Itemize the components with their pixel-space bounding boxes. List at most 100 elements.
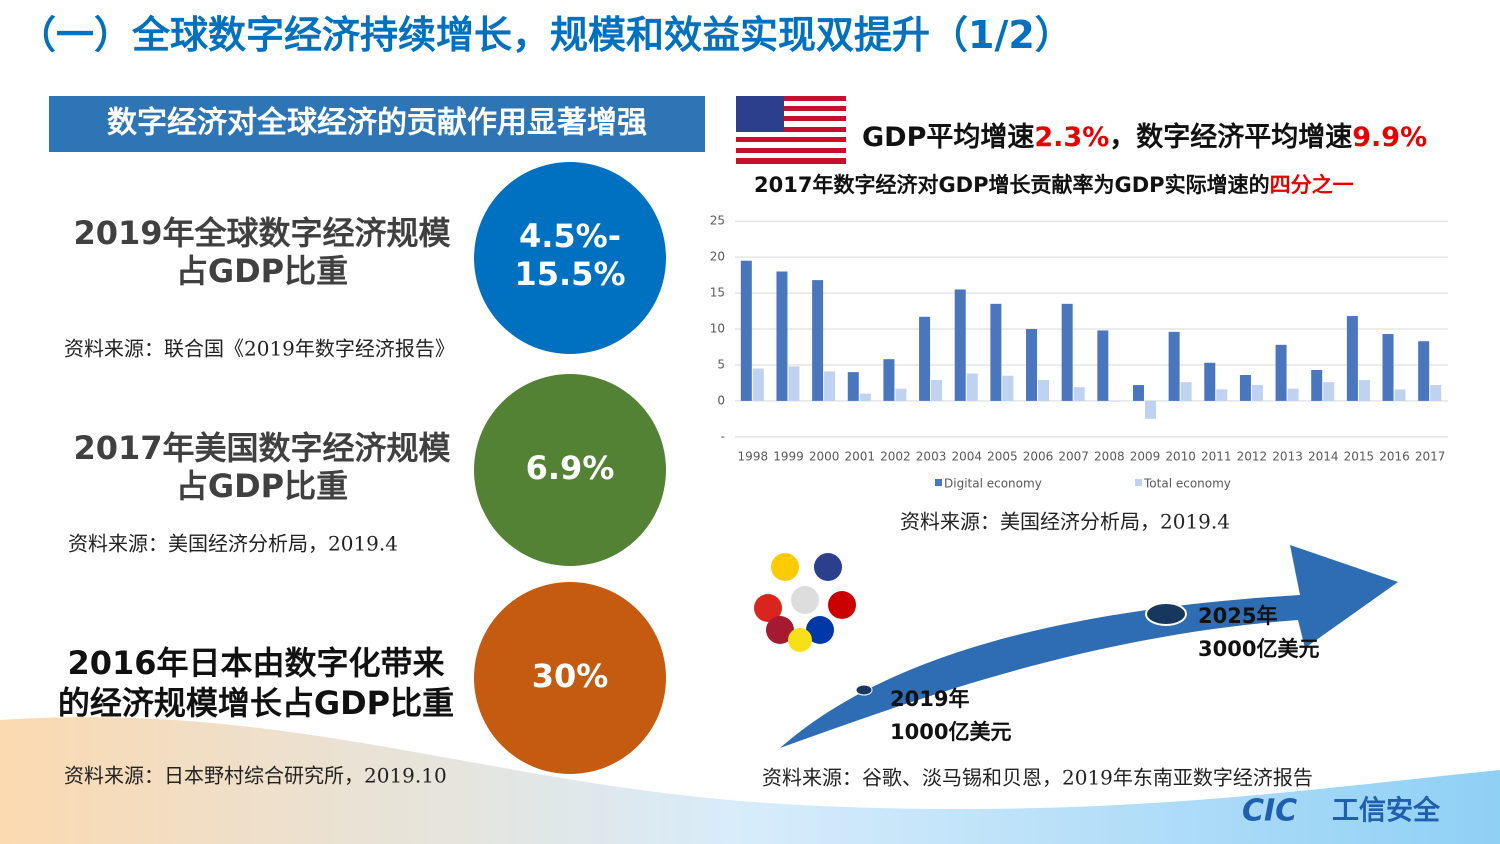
- x-tick-label: 1999: [773, 450, 804, 464]
- bar: [752, 368, 764, 401]
- x-tick-label: 2003: [916, 450, 947, 464]
- bar: [1180, 382, 1192, 401]
- bar: [1061, 303, 1073, 401]
- bar: [776, 271, 788, 401]
- stat-circle: [474, 582, 666, 774]
- stat-circle: [474, 162, 666, 354]
- x-tick-label: 2017: [1415, 450, 1446, 464]
- bar: [931, 380, 943, 401]
- section-heading: 数字经济对全球经济的贡献作用显著增强: [107, 106, 647, 141]
- bar: [919, 316, 931, 401]
- x-tick-label: 2005: [987, 450, 1018, 464]
- y-tick-label: 20: [710, 250, 725, 264]
- stat-label: 2017年美国数字经济规模: [73, 429, 450, 467]
- bar: [1275, 344, 1287, 401]
- x-tick-label: 2000: [809, 450, 840, 464]
- stat-label: 2016年日本由数字化带来: [67, 644, 444, 682]
- point-label: 2019年: [890, 687, 969, 711]
- legend-swatch: [1135, 479, 1142, 486]
- source: 资料来源：联合国《2019年数字经济报告》: [64, 337, 455, 361]
- bar: [1287, 388, 1299, 401]
- stat-value: 15.5%: [514, 255, 625, 293]
- marker: [855, 684, 873, 696]
- source: 资料来源：谷歌、淡马锡和贝恩，2019年东南亚数字经济报告: [762, 766, 1313, 790]
- stat-value: 6.9%: [526, 449, 615, 487]
- stat-value: 4.5%-: [519, 217, 621, 255]
- bar: [1204, 362, 1216, 401]
- bar: [1358, 380, 1370, 401]
- bar: [1109, 400, 1121, 402]
- stat-label: 占GDP比重: [176, 467, 348, 505]
- bar-chart: - 0 5 10 15 20 25 1998 1999 2000 2001 2002 2003 2004 2…: [710, 214, 1448, 491]
- x-tick-label: 2004: [951, 450, 982, 464]
- bar: [1430, 385, 1442, 401]
- bar: [1382, 334, 1394, 401]
- legend-label: Digital economy: [944, 477, 1042, 491]
- point-label: 1000亿美元: [890, 720, 1011, 744]
- us-subheadline: 2017年数字经济对GDP增长贡献率为GDP实际增速的四分之一: [754, 173, 1354, 197]
- stat-label: 的经济规模增长占GDP比重: [58, 684, 454, 722]
- x-tick-label: 2007: [1058, 450, 1089, 464]
- bar: [1168, 331, 1180, 401]
- stat-label: 2019年全球数字经济规模: [73, 214, 450, 252]
- y-tick-label: 15: [710, 286, 725, 300]
- bar: [1394, 389, 1406, 401]
- asean-flags: [754, 553, 856, 652]
- x-tick-label: 2002: [880, 450, 911, 464]
- section-bar: [49, 96, 705, 152]
- bar: [824, 371, 836, 401]
- us-headline: GDP平均增速2.3%，数字经济平均增速9.9%: [862, 121, 1427, 153]
- bar: [1097, 330, 1109, 401]
- logo-text: 工信安全: [1332, 795, 1441, 827]
- bar: [990, 303, 1002, 401]
- y-tick-label: 10: [710, 322, 725, 336]
- x-tick-label: 2001: [845, 450, 876, 464]
- x-tick-label: 2016: [1379, 450, 1410, 464]
- bar: [859, 393, 871, 401]
- growth-arrow: [780, 545, 1398, 748]
- y-tick-label: 0: [717, 393, 725, 407]
- logo-mark: CIC: [1242, 794, 1297, 829]
- bar: [847, 372, 859, 401]
- text: ，数字经济平均增速: [1109, 121, 1352, 153]
- text: GDP平均增速: [862, 121, 1034, 153]
- marker: [1145, 602, 1187, 626]
- bar: [1073, 387, 1085, 401]
- y-tick-label: 5: [717, 357, 725, 371]
- x-tick-label: 2013: [1272, 450, 1303, 464]
- us-flag: [736, 96, 846, 164]
- bar: [1323, 382, 1335, 401]
- x-tick-label: 2009: [1130, 450, 1161, 464]
- bar: [1239, 375, 1251, 401]
- bar: [1216, 389, 1228, 401]
- bar: [788, 366, 800, 401]
- bar: [1132, 385, 1144, 401]
- x-tick-label: 2008: [1094, 450, 1125, 464]
- x-tick-label: 2011: [1201, 450, 1232, 464]
- highlight: 四分之一: [1270, 173, 1354, 197]
- highlight: 9.9%: [1352, 122, 1427, 153]
- x-tick-label: 2014: [1308, 450, 1339, 464]
- bar: [740, 260, 752, 401]
- bar: [1002, 375, 1014, 401]
- bar: [966, 373, 978, 401]
- bar: [1251, 385, 1263, 401]
- x-tick-label: 2006: [1023, 450, 1054, 464]
- stat-circle: [474, 374, 666, 566]
- bar: [812, 280, 824, 401]
- text: 2017年数字经济对GDP增长贡献率为GDP实际增速的: [754, 173, 1270, 197]
- x-tick-label: 2015: [1344, 450, 1375, 464]
- source: 资料来源：美国经济分析局，2019.4: [900, 510, 1230, 534]
- legend-label: Total economy: [1143, 477, 1231, 491]
- point-label: 2025年: [1198, 604, 1277, 628]
- bar: [1346, 316, 1358, 401]
- bar: [1418, 341, 1430, 401]
- bar: [895, 388, 907, 401]
- stat-label: 占GDP比重: [176, 252, 348, 290]
- y-tick-label: 25: [710, 214, 725, 228]
- highlight: 2.3%: [1034, 122, 1109, 153]
- stat-value: 30%: [532, 657, 609, 695]
- slide-title: （一）全球数字经济持续增长，规模和效益实现双提升（1/2）: [18, 13, 1073, 57]
